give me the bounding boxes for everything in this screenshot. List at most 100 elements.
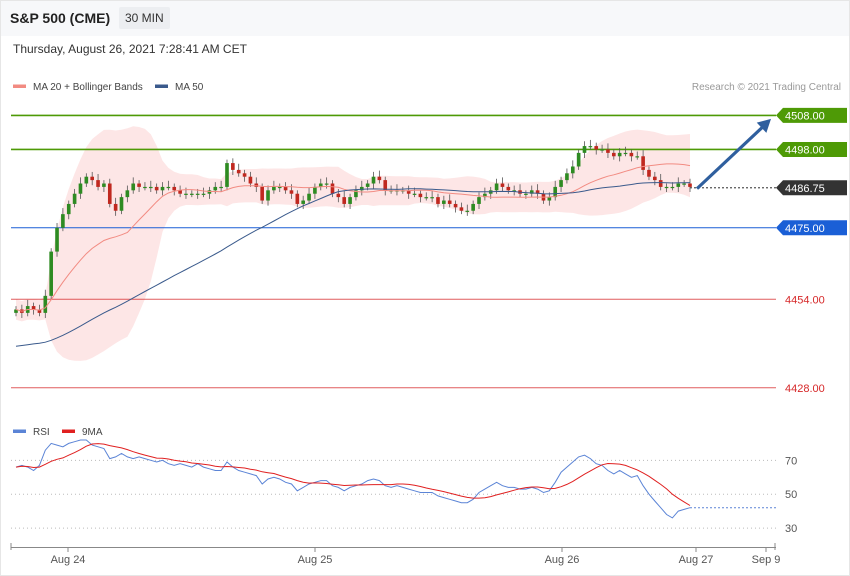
candle-body [348, 197, 352, 204]
candle-body [647, 169, 651, 177]
candle-body [459, 207, 464, 211]
candle-body [336, 193, 341, 198]
candle-body [172, 186, 177, 191]
candle-body [524, 193, 528, 195]
candle-body [506, 186, 511, 191]
credit-text: Research © 2021 Trading Central [692, 82, 841, 93]
candle-body [190, 193, 194, 195]
candle-body [406, 190, 411, 194]
interval-button[interactable]: 30 MIN [119, 7, 170, 29]
candle-body [576, 152, 581, 167]
candle-body [600, 149, 604, 151]
candle-body [307, 193, 311, 201]
candle-body [453, 203, 458, 208]
candle-body [606, 149, 610, 153]
rsi-legend-label: RSI [33, 427, 50, 438]
candle-body [565, 173, 569, 181]
ma50-line [15, 182, 691, 347]
candle-body [72, 193, 77, 204]
candle-body [84, 176, 89, 184]
projection-arrow-line [695, 123, 767, 190]
candle-body [594, 146, 599, 150]
bollinger-band-area [16, 126, 690, 361]
candle-body [113, 203, 118, 211]
candle-body [49, 251, 53, 296]
candle-body [55, 227, 59, 252]
rsi-tick-50: 50 [785, 489, 797, 501]
candle-body [78, 183, 83, 194]
candle-body [617, 152, 622, 157]
candle-body [289, 190, 294, 194]
candle-body [266, 190, 270, 201]
legend-label-ma20: MA 20 + Bollinger Bands [33, 82, 143, 93]
candle-body [688, 183, 692, 187]
candle-body [442, 200, 446, 204]
candle-body [570, 166, 575, 174]
candle-body [635, 156, 640, 158]
candle-body [148, 186, 153, 189]
candle-body [43, 295, 48, 313]
candle-body [535, 190, 540, 194]
candle-body [143, 186, 147, 189]
candle-body [330, 183, 335, 194]
candle-body [231, 163, 235, 170]
candle-body [324, 183, 329, 185]
candle-body [248, 176, 253, 184]
candle-body [641, 156, 645, 170]
candle-body [512, 190, 516, 192]
rsi-ma-legend-label: 9MA [82, 427, 103, 438]
candle-body [31, 306, 36, 310]
candle-body [365, 183, 370, 187]
candle-body [653, 176, 657, 181]
symbol-title: S&P 500 (CME) [10, 10, 111, 26]
projection-arrow-head [756, 118, 771, 133]
candle-body [90, 176, 95, 181]
moving-averages [15, 163, 691, 347]
candle-body [447, 200, 452, 204]
candle-body [201, 193, 206, 195]
candle-body [418, 193, 423, 198]
candle-body [559, 180, 563, 187]
candle-body [430, 197, 434, 199]
candle-body [102, 183, 106, 187]
candle-body [483, 193, 487, 198]
bollinger-bands [16, 126, 690, 361]
rsi-line [15, 439, 691, 519]
candle-body [436, 197, 440, 204]
projection [695, 118, 771, 190]
candle-body [295, 193, 300, 204]
legend-label-ma50: MA 50 [175, 82, 204, 93]
rsi-tick-30: 30 [785, 523, 797, 535]
time-label-1: Aug 25 [298, 554, 333, 566]
chart-datetime: Thursday, August 26, 2021 7:28:41 AM CET [13, 42, 247, 56]
candle-body [424, 197, 429, 199]
rsi-ma-legend-swatch [62, 429, 75, 433]
candle-body [412, 193, 417, 195]
candle-body [658, 180, 663, 187]
time-label-3: Aug 27 [679, 554, 714, 566]
time-label-4: Sep 9 [752, 554, 781, 566]
candle-body [342, 197, 347, 204]
candle-body [465, 210, 470, 212]
ma20-line [15, 163, 691, 312]
candle-body [611, 152, 616, 157]
level-label-1: 4498.00 [785, 144, 825, 156]
candle-body [195, 193, 200, 195]
rsi-legend-swatch [13, 429, 26, 433]
legend-swatch-ma20 [13, 84, 26, 88]
candle-body [318, 183, 323, 187]
candle-body [272, 186, 276, 191]
level-label-2: 4486.75 [785, 183, 825, 195]
candles [14, 139, 692, 318]
level-label-5: 4428.00 [785, 383, 825, 395]
level-tag-2 [776, 180, 847, 196]
candle-body [377, 176, 382, 181]
time-axis: Aug 24 Aug 25 Aug 26 Aug 27 Sep 9 [10, 543, 781, 566]
candle-body [588, 146, 593, 148]
candle-body [371, 176, 376, 184]
candle-body [664, 186, 669, 189]
candle-body [623, 152, 628, 155]
level-label-3: 4475.00 [785, 223, 825, 235]
level-tag-0 [776, 107, 847, 123]
